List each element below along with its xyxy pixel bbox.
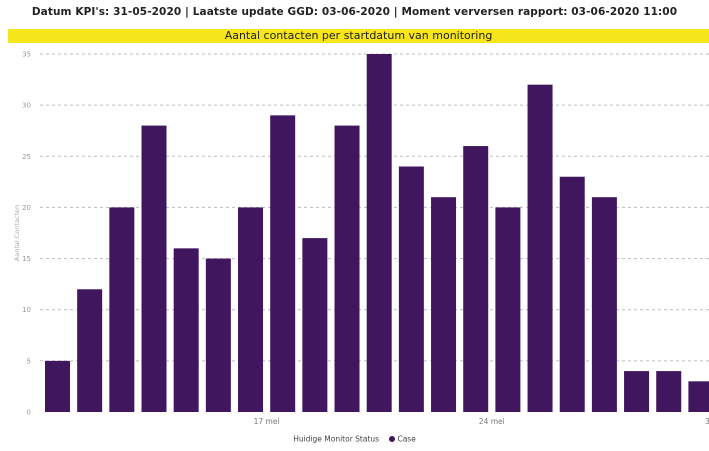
y-tick-label: 35: [22, 51, 31, 59]
bar: [463, 146, 489, 413]
report-info-header: Datum KPI's: 31-05-2020 | Laatste update…: [31, 6, 678, 18]
bar: [334, 125, 360, 412]
x-tick-label: 17 mei: [254, 417, 280, 426]
y-axis-title: Aantal Contacten: [13, 205, 21, 261]
x-tick-label: 31 me: [705, 417, 709, 426]
bar: [270, 115, 296, 412]
legend-title: Huidige Monitor Status: [293, 434, 380, 444]
bar: [527, 84, 553, 412]
bar: [77, 289, 103, 412]
y-tick-label: 25: [22, 153, 31, 161]
bar: [109, 207, 135, 412]
chart-title-bar: Aantal contacten per startdatum van moni…: [8, 29, 709, 43]
y-tick-label: 30: [22, 102, 31, 110]
bar: [591, 197, 617, 412]
x-tick-label: 24 mei: [479, 417, 505, 426]
bar: [398, 166, 424, 412]
bar: [624, 371, 650, 412]
bar: [431, 197, 457, 412]
bar: [495, 207, 521, 412]
legend-swatch-case: [389, 436, 396, 442]
y-tick-label: 5: [27, 357, 31, 365]
bar: [238, 207, 264, 412]
bar: [688, 381, 709, 412]
y-tick-label: 0: [27, 409, 31, 417]
y-tick-label: 15: [22, 255, 31, 263]
legend-item-case[interactable]: Case: [397, 434, 416, 444]
chart-title: Aantal contacten per startdatum van moni…: [224, 29, 493, 42]
bar: [302, 238, 328, 412]
y-tick-label: 10: [22, 306, 31, 314]
bar: [559, 176, 585, 412]
bar: [141, 125, 167, 412]
bar: [205, 258, 231, 412]
chart-legend: Huidige Monitor Status Case: [0, 434, 709, 444]
bar: [656, 371, 682, 412]
bar: [45, 360, 70, 412]
bar: [173, 248, 199, 412]
bar: [366, 54, 392, 412]
y-tick-label: 20: [22, 204, 31, 212]
